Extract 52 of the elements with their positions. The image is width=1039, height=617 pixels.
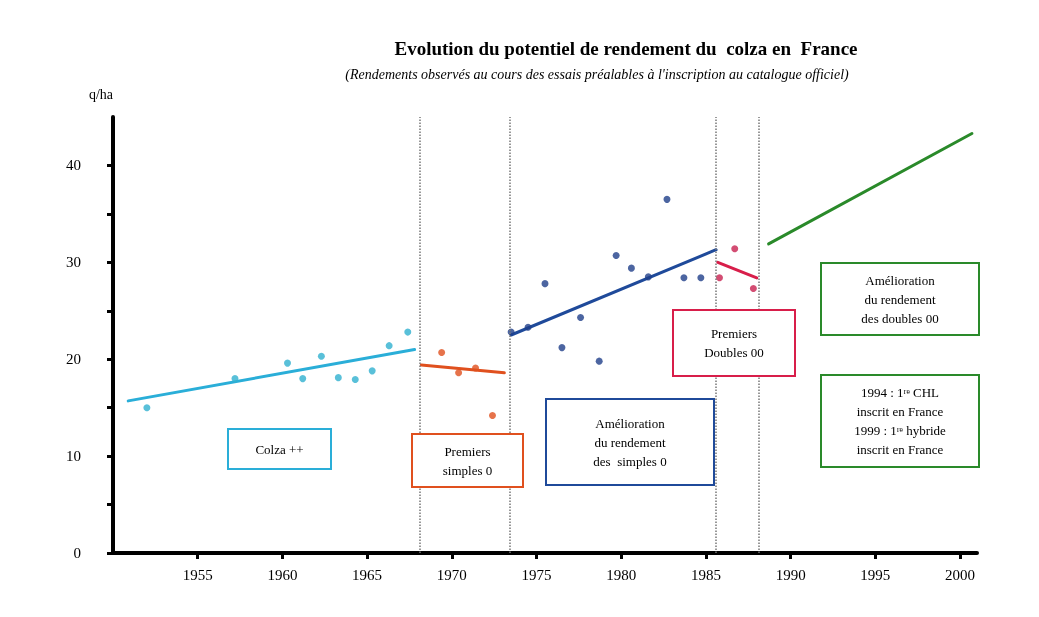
point: [351, 376, 359, 384]
point: [143, 404, 151, 412]
point: [627, 264, 635, 272]
x-tick-label: 1955: [182, 566, 213, 583]
x-tick-label: 1970: [436, 566, 467, 583]
point: [644, 273, 652, 281]
point: [404, 328, 412, 336]
x-tick-label: 2000: [945, 566, 976, 583]
point: [284, 359, 291, 367]
x-tick-label: 1965: [352, 566, 383, 583]
point: [595, 357, 603, 365]
point: [577, 314, 585, 322]
callout-box: Colza ++: [227, 428, 332, 470]
y-tick-label: 40: [66, 157, 81, 174]
y-tick-label: 30: [66, 254, 81, 271]
x-tick-label: 1995: [860, 566, 891, 583]
point: [488, 411, 496, 419]
point: [680, 274, 688, 282]
point: [524, 323, 532, 331]
callout-box: Amélioration du rendement des simples 0: [545, 398, 715, 486]
point: [231, 375, 239, 383]
point: [731, 245, 739, 253]
x-tick-label: 1980: [606, 566, 637, 583]
chart-subtitle: (Rendements observés au cours des essais préalables à l'inscription au catalogue officiel): [345, 66, 850, 83]
point: [612, 252, 620, 260]
point: [472, 364, 480, 372]
point: [334, 374, 342, 382]
callout-box: Premiers Doubles 00: [672, 309, 796, 377]
x-tick-label: 1960: [267, 566, 298, 583]
point: [438, 348, 446, 356]
point: [455, 369, 463, 377]
callout-box: 1994 : 1ʳᵉ CHL inscrit en France 1999 : 1ʳᵉ hybride inscrit en France: [820, 374, 980, 468]
point: [299, 375, 307, 383]
callout-box: Amélioration du rendement des doubles 00: [820, 262, 980, 336]
y-axis-title: q/ha: [88, 86, 114, 102]
chart-title: Evolution du potentiel de rendement du colza en France: [394, 38, 858, 59]
point: [663, 195, 671, 203]
y-tick-label: 0: [73, 545, 81, 561]
point: [697, 274, 705, 282]
point: [368, 367, 376, 375]
x-tick-label: 1985: [690, 566, 721, 583]
point: [541, 280, 549, 288]
x-tick-label: 1990: [775, 566, 806, 583]
point: [558, 344, 566, 352]
y-tick-label: 20: [66, 351, 81, 368]
point: [749, 284, 757, 292]
y-tick-label: 10: [66, 448, 81, 465]
callout-box: Premiers simples 0: [411, 433, 524, 488]
x-tick-label: 1975: [521, 566, 552, 583]
point: [385, 342, 393, 350]
point: [317, 352, 325, 360]
point: [716, 274, 723, 282]
